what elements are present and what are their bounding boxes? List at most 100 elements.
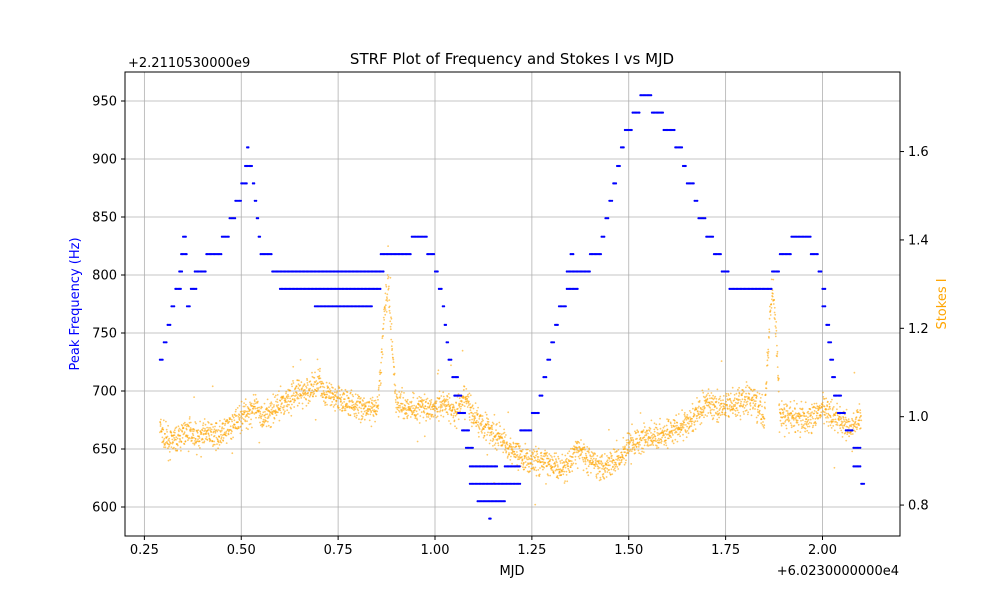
- stokes-i-point: [199, 447, 201, 449]
- stokes-i-point: [447, 403, 450, 405]
- stokes-i-point: [576, 446, 579, 449]
- stokes-i-point: [427, 416, 430, 418]
- stokes-i-point: [300, 388, 303, 391]
- stokes-i-point: [252, 393, 255, 396]
- stokes-i-point: [267, 424, 270, 427]
- stokes-i-point: [179, 434, 182, 437]
- stokes-i-point: [180, 449, 182, 452]
- stokes-i-point: [481, 418, 484, 420]
- peak-frequency-point: [379, 287, 382, 290]
- stokes-i-point: [596, 455, 599, 457]
- stokes-i-point: [292, 394, 295, 397]
- stokes-i-point: [650, 432, 652, 434]
- stokes-i-point: [683, 419, 686, 421]
- stokes-i-point: [772, 278, 775, 281]
- stokes-i-point: [580, 453, 583, 455]
- stokes-i-point: [280, 411, 283, 414]
- peak-frequency-point: [443, 305, 446, 308]
- stokes-i-point: [547, 474, 550, 477]
- stokes-i-point: [516, 454, 519, 456]
- stokes-i-point: [386, 274, 389, 276]
- stokes-i-point: [343, 398, 346, 401]
- stokes-i-point: [826, 405, 829, 408]
- stokes-i-point: [448, 397, 451, 399]
- stokes-i-point: [836, 424, 839, 426]
- peak-frequency-point: [471, 446, 474, 449]
- stokes-i-point: [205, 436, 208, 438]
- peak-frequency-point: [859, 465, 862, 468]
- stokes-i-point: [455, 402, 458, 404]
- stokes-i-point: [164, 446, 167, 449]
- stokes-i-point: [767, 352, 769, 355]
- stokes-i-point: [418, 395, 421, 398]
- stokes-i-point: [605, 476, 608, 478]
- stokes-i-point: [640, 453, 642, 455]
- stokes-i-point: [736, 414, 739, 417]
- stokes-i-point: [355, 406, 358, 409]
- stokes-i-point: [396, 403, 399, 406]
- stokes-i-point: [858, 419, 861, 422]
- stokes-i-point: [594, 453, 596, 455]
- stokes-i-point: [773, 306, 776, 309]
- stokes-i-point: [745, 392, 747, 395]
- stokes-i-point: [745, 409, 748, 412]
- stokes-i-point: [746, 395, 748, 398]
- stokes-i-point: [707, 392, 709, 395]
- stokes-i-point: [672, 434, 674, 436]
- stokes-i-point: [766, 364, 769, 367]
- stokes-i-point: [547, 457, 550, 460]
- stokes-i-point: [842, 427, 845, 430]
- stokes-i-point: [719, 407, 721, 410]
- stokes-i-point: [377, 404, 380, 407]
- stokes-i-point: [318, 370, 321, 372]
- stokes-i-point: [527, 456, 530, 458]
- stokes-i-point: [673, 425, 675, 428]
- stokes-i-point: [768, 305, 771, 308]
- stokes-i-point: [622, 436, 625, 439]
- stokes-i-point: [243, 413, 245, 416]
- stokes-i-point: [389, 276, 392, 279]
- stokes-i-point: [733, 404, 735, 406]
- stokes-i-point: [454, 410, 457, 413]
- stokes-i-point: [218, 435, 221, 438]
- stokes-i-point: [624, 445, 626, 448]
- stokes-i-point: [329, 389, 332, 392]
- peak-frequency-point: [650, 94, 653, 97]
- stokes-i-point: [422, 406, 425, 408]
- stokes-i-point: [775, 321, 778, 323]
- stokes-i-point: [247, 407, 250, 409]
- stokes-i-point: [202, 427, 205, 430]
- stokes-i-point: [326, 393, 329, 396]
- stokes-i-point: [786, 404, 789, 407]
- stokes-i-point: [549, 458, 552, 461]
- stokes-i-point: [564, 459, 567, 461]
- stokes-i-point: [492, 445, 494, 447]
- stokes-i-point: [706, 397, 709, 400]
- stokes-i-point: [391, 340, 394, 343]
- stokes-i-point: [632, 441, 634, 444]
- stokes-i-point: [166, 435, 169, 438]
- stokes-i-point: [313, 383, 315, 386]
- stokes-i-point: [626, 441, 628, 444]
- stokes-i-point: [783, 403, 785, 406]
- stokes-i-point: [351, 393, 354, 396]
- peak-frequency-point: [161, 358, 164, 361]
- stokes-i-point: [348, 397, 350, 400]
- stokes-i-point: [829, 424, 832, 427]
- stokes-i-point: [606, 459, 609, 462]
- stokes-i-point: [813, 402, 816, 405]
- stokes-i-point: [434, 406, 437, 408]
- stokes-i-point: [362, 413, 365, 415]
- stokes-i-point: [231, 420, 234, 423]
- stokes-i-point: [702, 410, 705, 412]
- stokes-i-point: [657, 446, 660, 449]
- stokes-i-point: [606, 467, 609, 470]
- stokes-i-point: [310, 383, 313, 386]
- stokes-i-point: [329, 391, 331, 394]
- stokes-i-point: [714, 395, 717, 398]
- peak-frequency-point: [829, 341, 833, 344]
- stokes-i-point: [613, 463, 616, 466]
- stokes-i-point: [463, 385, 466, 388]
- peak-frequency-point: [727, 270, 730, 273]
- stokes-i-point: [202, 422, 205, 424]
